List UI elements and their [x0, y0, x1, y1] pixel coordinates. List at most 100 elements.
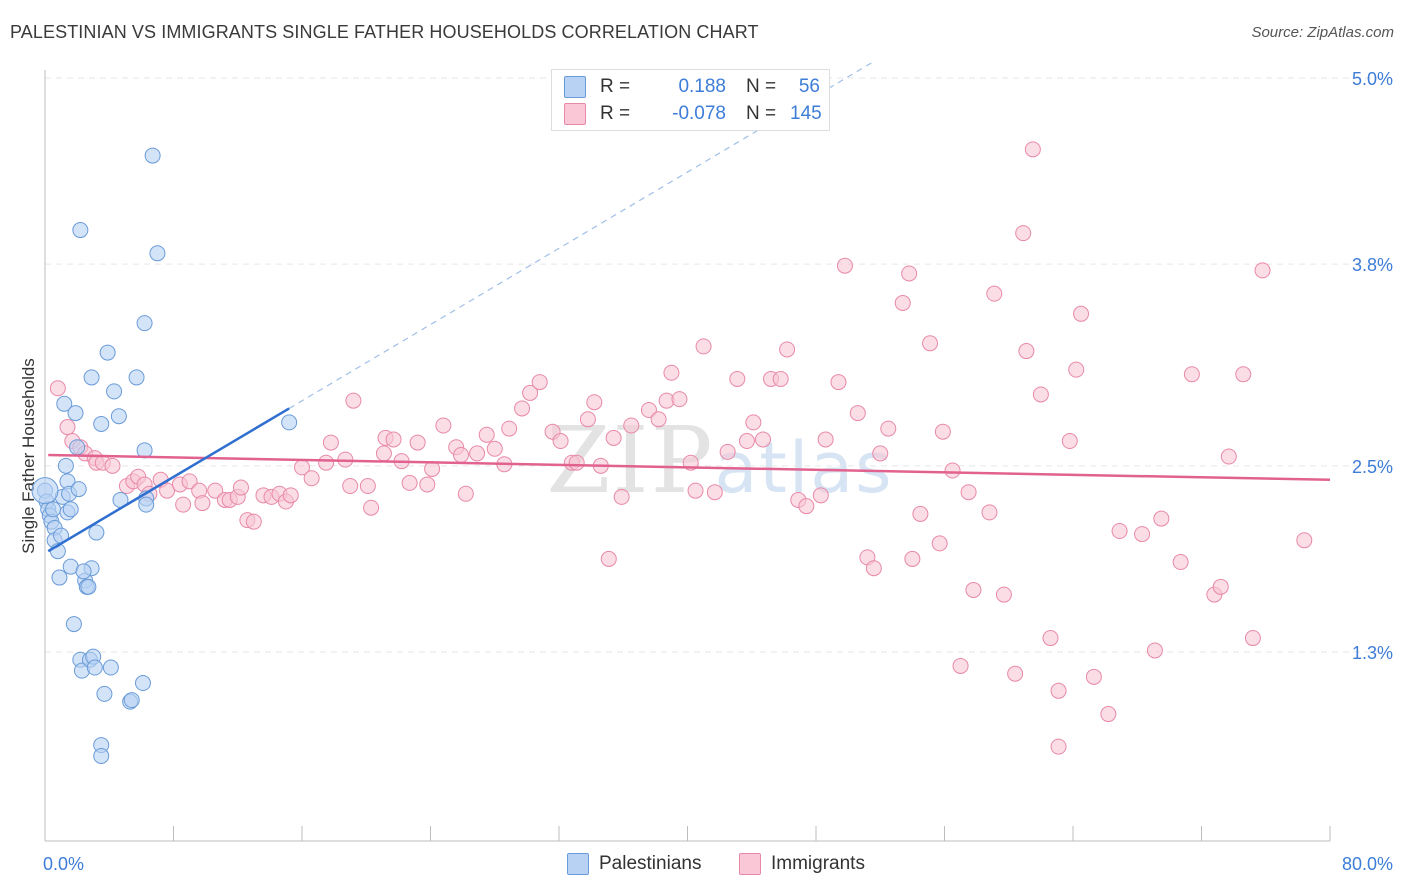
immigrants-point — [1235, 366, 1252, 383]
palestinians-point — [106, 383, 123, 400]
palestinians-point — [62, 501, 79, 518]
immigrants-point — [817, 431, 834, 448]
palestinians-swatch — [567, 853, 589, 875]
y-tick-label: 1.3% — [1352, 643, 1393, 663]
immigrants-point — [960, 484, 977, 501]
immigrants-point — [1296, 532, 1313, 549]
immigrants-label: Immigrants — [771, 853, 865, 874]
immigrants-point — [613, 488, 630, 505]
immigrants-point — [605, 429, 622, 446]
immigrants-point — [1100, 706, 1117, 723]
n-value: 56 — [798, 76, 820, 97]
immigrants-trend-line — [48, 453, 1331, 482]
immigrants-point — [586, 394, 603, 411]
r-label: R = — [600, 103, 631, 124]
immigrants-point — [322, 434, 339, 451]
immigrants-point — [695, 338, 712, 355]
palestinians-point — [144, 147, 161, 164]
r-value: 0.188 — [678, 76, 726, 97]
palestinians-point — [110, 408, 127, 425]
immigrants-point — [435, 417, 452, 434]
immigrants-point — [568, 454, 585, 471]
palestinians-point — [70, 481, 87, 498]
immigrants-point — [640, 401, 657, 418]
immigrants-point — [1050, 738, 1067, 755]
immigrants-point — [836, 257, 853, 274]
immigrants-point — [401, 474, 418, 491]
bottom-legend-immigrants: Immigrants — [739, 852, 865, 876]
immigrants-point — [719, 443, 736, 460]
palestinians-point — [93, 415, 110, 432]
immigrants-point — [650, 411, 667, 428]
immigrants-point — [49, 380, 66, 397]
x-tick-label: 80.0% — [1342, 854, 1393, 874]
palestinians-point — [138, 496, 155, 513]
gridlines — [45, 77, 1390, 653]
immigrants-point — [1042, 630, 1059, 647]
immigrants-point — [952, 657, 969, 674]
immigrants-point — [965, 581, 982, 598]
palestinians-point — [72, 222, 89, 239]
immigrants-point — [1153, 510, 1170, 527]
immigrants-point — [865, 560, 882, 577]
immigrants-point — [194, 495, 211, 512]
immigrants-point — [175, 496, 192, 513]
immigrants-point — [232, 479, 249, 496]
immigrants-point — [738, 433, 755, 450]
immigrants-point — [552, 433, 569, 450]
bottom-legend-palestinians: Palestinians — [567, 852, 701, 876]
palestinians-label: Palestinians — [599, 853, 702, 874]
immigrants-point — [849, 405, 866, 422]
immigrants-swatch — [564, 103, 586, 125]
immigrants-point — [754, 431, 771, 448]
immigrants-point — [478, 426, 495, 443]
palestinians-point — [128, 369, 145, 386]
immigrants-point — [880, 420, 897, 437]
correlation-legend: R = 0.188 N = 56 R = -0.078 N = 145 — [551, 69, 830, 131]
immigrants-point — [1085, 668, 1102, 685]
immigrants-point — [409, 434, 426, 451]
immigrants-point — [931, 535, 948, 552]
immigrants-point — [245, 513, 262, 530]
immigrants-point — [501, 420, 518, 437]
palestinians-point — [99, 344, 116, 361]
immigrants-point — [1032, 386, 1049, 403]
immigrants-point — [457, 485, 474, 502]
immigrants-point — [181, 473, 198, 490]
immigrants-point — [1018, 343, 1035, 360]
palestinians-point — [80, 578, 97, 595]
palestinians-swatch — [564, 76, 586, 98]
immigrants-point — [207, 482, 224, 499]
immigrants-point — [375, 445, 392, 462]
immigrants-point — [934, 423, 951, 440]
palestinians-point — [123, 692, 140, 709]
immigrants-point — [872, 445, 889, 462]
axes — [44, 70, 1331, 842]
immigrants-point — [363, 499, 380, 516]
immigrants-point — [345, 392, 362, 409]
n-value: 145 — [790, 103, 822, 124]
immigrants-point — [531, 374, 548, 391]
immigrants-point — [342, 478, 359, 495]
palestinians-point — [69, 439, 86, 456]
immigrants-point — [159, 482, 176, 499]
immigrants-point — [600, 550, 617, 567]
y-tick-label: 3.8% — [1352, 255, 1393, 275]
palestinians-point — [83, 369, 100, 386]
immigrants-point — [1146, 642, 1163, 659]
palestinians-point — [134, 675, 151, 692]
r-value: -0.078 — [672, 103, 726, 124]
immigrants-point — [1068, 361, 1085, 378]
immigrants-point — [798, 498, 815, 515]
immigrants-point — [1050, 682, 1067, 699]
immigrants-point — [104, 457, 121, 474]
palestinians-point — [102, 659, 119, 676]
immigrants-point — [469, 445, 486, 462]
immigrants-point — [359, 478, 376, 495]
immigrants-point — [522, 384, 539, 401]
n-label: N = — [746, 103, 777, 124]
immigrants-point — [729, 370, 746, 387]
immigrants-point — [59, 419, 76, 436]
immigrants-point — [944, 462, 961, 479]
